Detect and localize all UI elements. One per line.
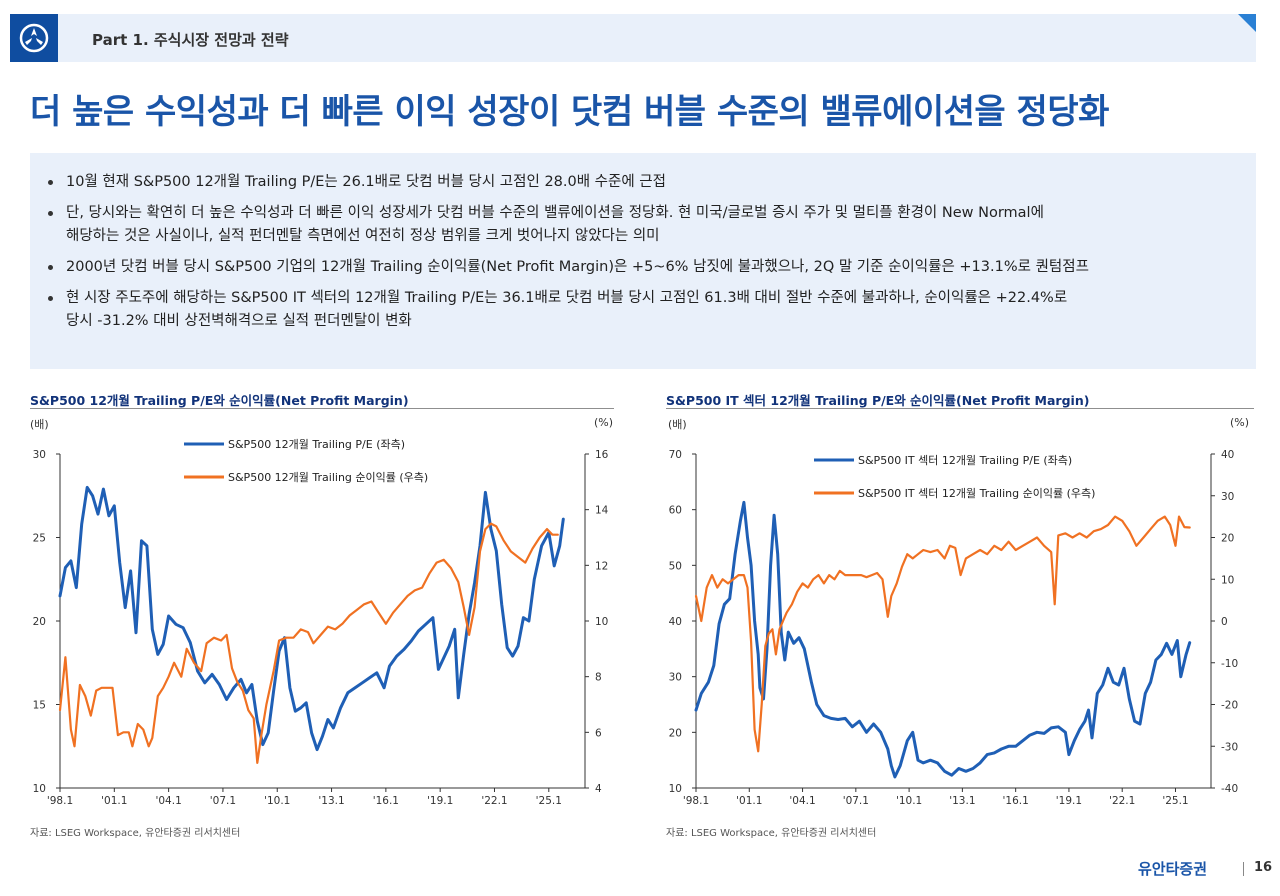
chart1-right-tick-label: 4 [595, 783, 602, 795]
chart2-right-tick-label: -30 [1221, 741, 1238, 753]
chart1-left-tick-label: 30 [33, 449, 46, 461]
chart2-right-tick-label: 40 [1221, 449, 1234, 461]
chart1-x-tick-label: '19.1 [427, 795, 453, 807]
chart1-left-tick-label: 10 [33, 783, 46, 795]
chart1-legend-label: S&P500 12개월 Trailing P/E (좌측) [228, 438, 405, 451]
chart2-legend-label: S&P500 IT 섹터 12개월 Trailing 순이익률 (우측) [858, 487, 1095, 500]
summary-bullet: 단, 당시와는 확연히 더 높은 수익성과 더 빠른 이익 성장세가 닷컴 버블… [30, 202, 1256, 248]
chart2-x-tick-label: '13.1 [949, 795, 975, 807]
summary-bullet: 2000년 닷컴 버블 당시 S&P500 기업의 12개월 Trailing … [30, 256, 1256, 279]
bullet-dot [48, 265, 53, 270]
summary-bullet: 10월 현재 S&P500 12개월 Trailing P/E는 26.1배로 … [30, 171, 1256, 194]
chart2-right-unit: (%) [1230, 416, 1250, 429]
chart2-series-pe-line [694, 500, 1192, 779]
section-label: Part 1. 주식시장 전망과 전략 [92, 31, 289, 49]
summary-list: 10월 현재 S&P500 12개월 Trailing P/E는 26.1배로 … [30, 153, 1256, 333]
chart2-x-tick-label: '01.1 [736, 795, 762, 807]
chart2-x-tick-label: '10.1 [896, 795, 922, 807]
chart1-right-tick-label: 14 [595, 505, 609, 517]
chart2-right-tick-label: 20 [1221, 533, 1234, 545]
chart1-source: 자료: LSEG Workspace, 유안타증권 리서치센터 [30, 828, 241, 839]
chart1-x-tick-label: '10.1 [264, 795, 290, 807]
bullet-dot [48, 211, 53, 216]
summary-box: 10월 현재 S&P500 12개월 Trailing P/E는 26.1배로 … [30, 153, 1256, 369]
chart2-right-tick-label: -40 [1221, 783, 1238, 795]
chart2-left-tick-label: 50 [669, 560, 682, 572]
chart1-x-tick-label: '07.1 [210, 795, 236, 807]
chart1-left-tick-label: 15 [33, 700, 46, 712]
chart1-x-tick-label: '25.1 [536, 795, 562, 807]
chart2-right-tick-label: 30 [1221, 491, 1234, 503]
chart1-right-tick-label: 12 [595, 560, 608, 572]
chart2-title-rule [666, 408, 1254, 409]
chart2-left-tick-label: 10 [669, 783, 682, 795]
chart2-source: 자료: LSEG Workspace, 유안타증권 리서치센터 [666, 828, 877, 839]
chart2-x-tick-label: '04.1 [789, 795, 815, 807]
chart2-title: S&P500 IT 섹터 12개월 Trailing P/E와 순이익률(Net… [666, 393, 1090, 408]
chart1-left-tick-label: 20 [33, 616, 46, 628]
chart1-left-tick-label: 25 [33, 533, 46, 545]
chart2-x-tick-label: '19.1 [1056, 795, 1082, 807]
header-bar [10, 14, 1256, 62]
brand-logo-icon [10, 14, 58, 62]
chart2-x-tick-label: '25.1 [1162, 795, 1188, 807]
footer-brand: 유안타증권 [1138, 860, 1208, 878]
chart2-right-tick-label: 10 [1221, 574, 1234, 586]
chart1-title-rule [30, 408, 614, 409]
chart1-x-tick-label: '16.1 [373, 795, 399, 807]
chart1-x-tick-label: '98.1 [47, 795, 73, 807]
chart2-right-tick-label: 0 [1221, 616, 1228, 628]
chart1-x-tick-label: '04.1 [155, 795, 181, 807]
chart1-x-tick-label: '13.1 [318, 795, 344, 807]
chart2-right-tick-label: -20 [1221, 700, 1238, 712]
corner-triangle [1238, 14, 1256, 32]
chart2-x-tick-label: '16.1 [1003, 795, 1029, 807]
chart1-svg: 10 15 20 25 30 4 6 8 10 12 14 16 '98.1 '01.1 '04.1 '07.… [33, 438, 609, 807]
chart2-series-margin-line [694, 515, 1191, 753]
chart1-title: S&P500 12개월 Trailing P/E와 순이익률(Net Profi… [30, 393, 409, 408]
chart2-x-tick-label: '07.1 [843, 795, 869, 807]
chart1-right-tick-label: 6 [595, 727, 602, 739]
summary-bullet: 현 시장 주도주에 해당하는 S&P500 IT 섹터의 12개월 Traili… [30, 287, 1256, 333]
chart1-legend-label: S&P500 12개월 Trailing 순이익률 (우측) [228, 471, 428, 484]
chart1-left-unit: (배) [30, 418, 49, 431]
chart2-left-unit: (배) [668, 418, 687, 431]
chart1-right-tick-label: 16 [595, 449, 609, 461]
chart1-x-tick-label: '22.1 [481, 795, 507, 807]
chart2-x-tick-label: '22.1 [1109, 795, 1135, 807]
bullet-text: 10월 현재 S&P500 12개월 Trailing P/E는 26.1배로 … [66, 174, 666, 190]
chart1-right-tick-label: 8 [595, 672, 602, 684]
chart1-series-margin-line [58, 522, 559, 764]
chart2-right-tick-label: -10 [1221, 658, 1238, 670]
chart2-left-tick-label: 30 [669, 672, 682, 684]
chart2-legend-label: S&P500 IT 섹터 12개월 Trailing P/E (좌측) [858, 454, 1072, 467]
chart1-right-tick-label: 10 [595, 616, 608, 628]
chart2-x-tick-label: '98.1 [683, 795, 709, 807]
chart2-left-tick-label: 20 [669, 727, 682, 739]
chart2-left-tick-label: 60 [669, 505, 682, 517]
chart1-x-tick-label: '01.1 [101, 795, 127, 807]
bullet-text: 2000년 닷컴 버블 당시 S&P500 기업의 12개월 Trailing … [66, 259, 1089, 275]
page-number: 16 [1254, 860, 1273, 875]
chart2-left-tick-label: 70 [669, 449, 682, 461]
chart1-right-unit: (%) [594, 416, 614, 429]
page-title: 더 높은 수익성과 더 빠른 이익 성장이 닷컴 버블 수준의 밸류에이션을 정… [30, 92, 1109, 132]
chart1-series-pe-line [58, 485, 565, 752]
footer-separator [1243, 862, 1244, 876]
bullet-text: 단, 당시와는 확연히 더 높은 수익성과 더 빠른 이익 성장세가 닷컴 버블… [66, 205, 1044, 244]
chart2-svg: 10 20 30 40 50 60 70 -40 -30 -20 -10 0 10 20 30 40 '98.1… [669, 449, 1239, 807]
bullet-dot [48, 296, 53, 301]
bullet-dot [48, 180, 53, 185]
bullet-text: 현 시장 주도주에 해당하는 S&P500 IT 섹터의 12개월 Traili… [66, 290, 1068, 329]
chart2-left-tick-label: 40 [669, 616, 682, 628]
